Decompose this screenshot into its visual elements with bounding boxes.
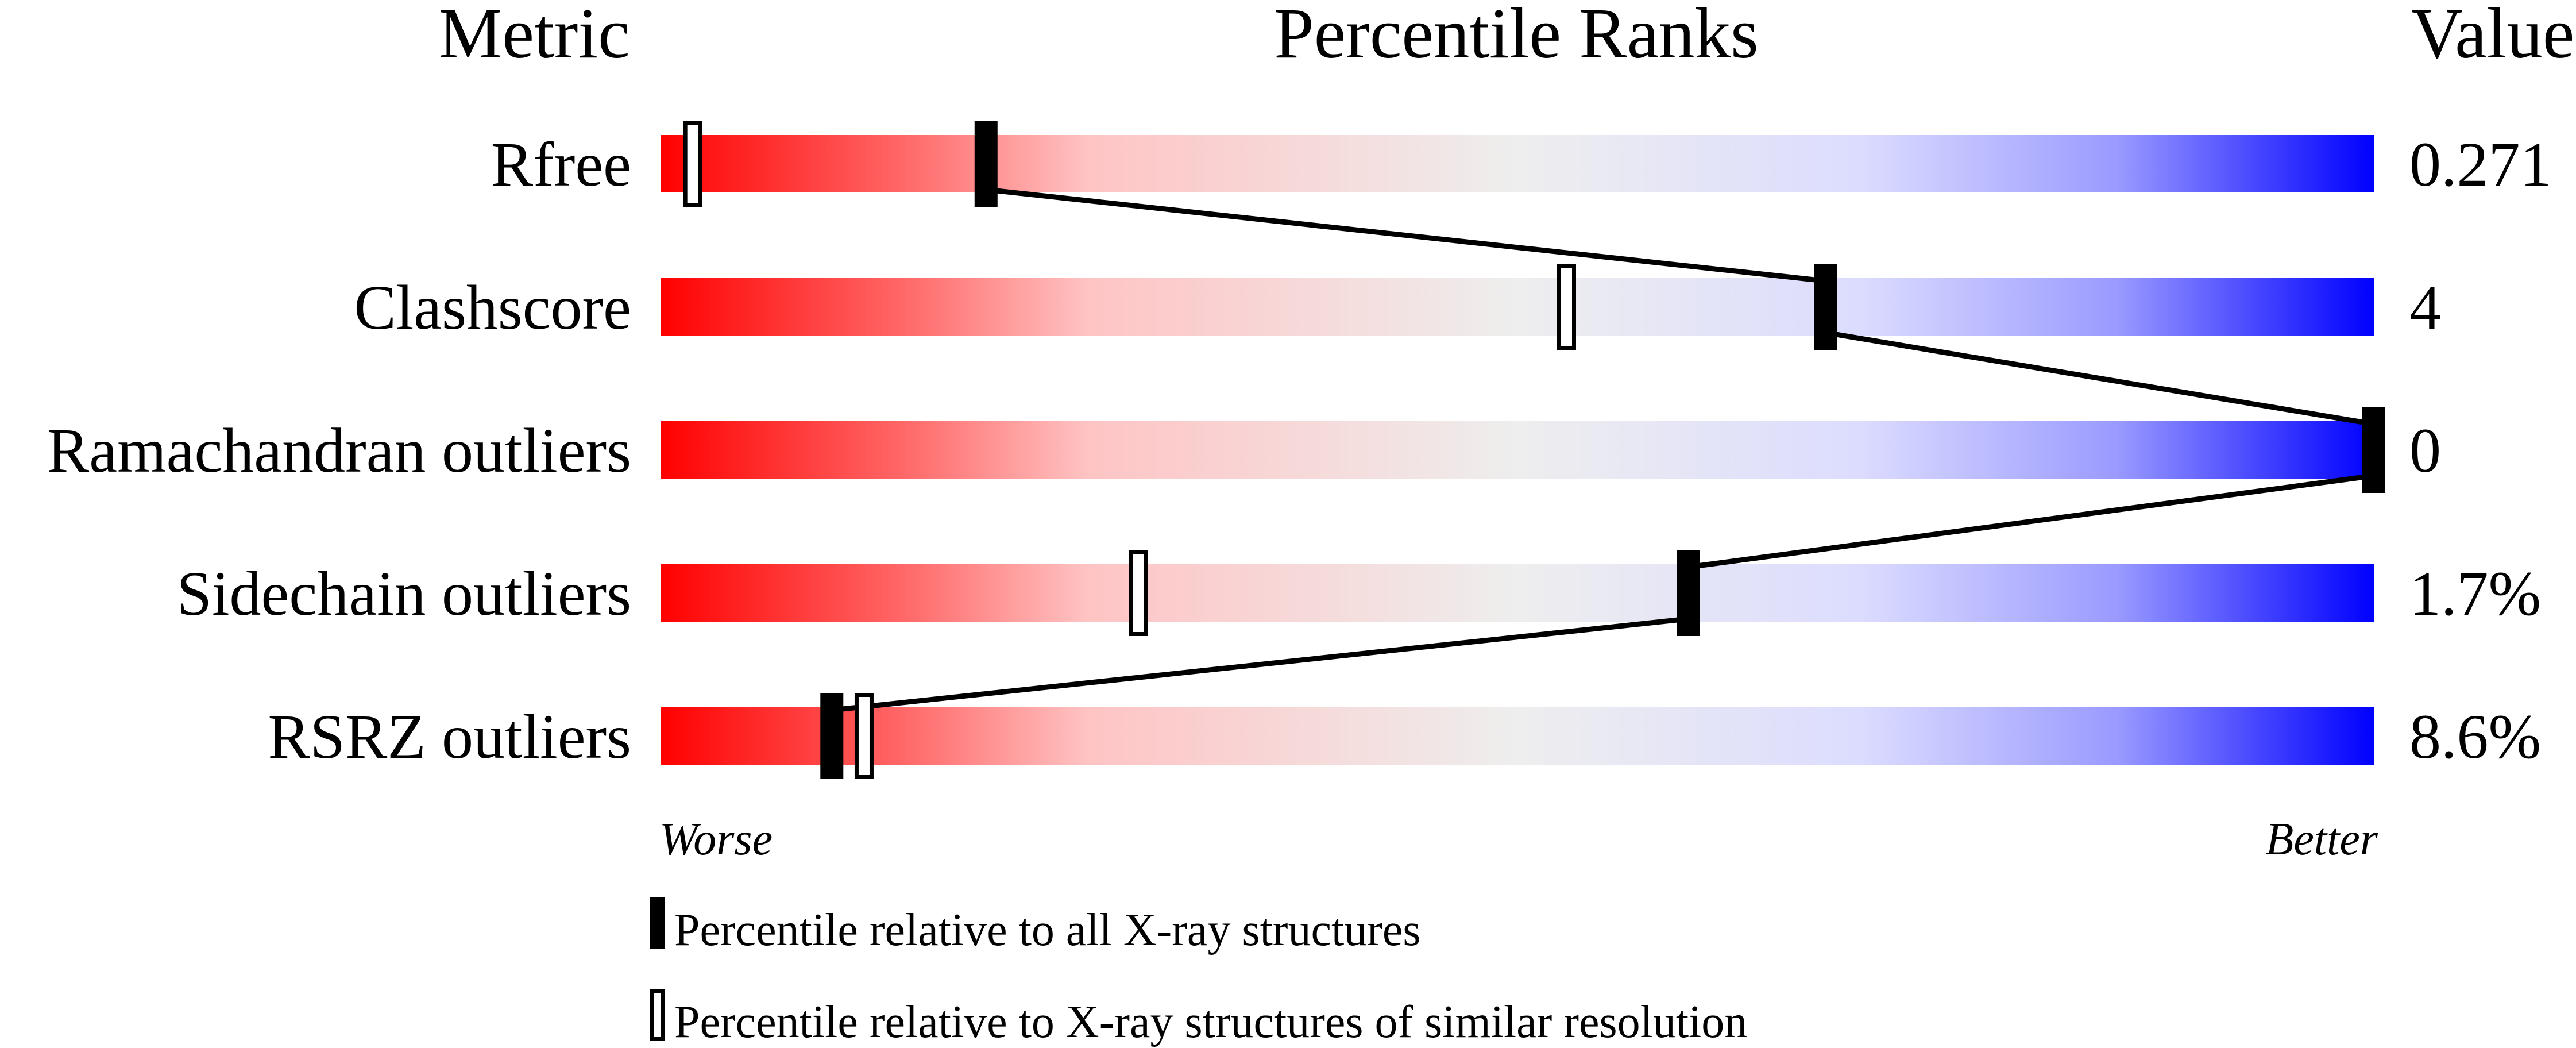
all-structures-marker: [820, 693, 844, 779]
metric-label: RSRZ outliers: [268, 702, 631, 772]
similar-resolution-marker: [1129, 550, 1148, 636]
metric-label: Sidechain outliers: [177, 558, 631, 629]
legend-filled-marker-icon: [650, 897, 665, 949]
metric-label: Clashscore: [354, 272, 631, 342]
metric-value: 0: [2409, 415, 2441, 486]
metric-value: 8.6%: [2409, 702, 2541, 772]
header-value: Value: [2411, 0, 2575, 74]
header-metric: Metric: [438, 0, 629, 74]
legend-similar: Percentile relative to X-ray structures …: [674, 997, 1747, 1047]
similar-resolution-marker: [854, 693, 874, 779]
rows-group: Rfree 0.271 Clashscore 4 Ramachandran outlie…: [47, 129, 2552, 772]
all-structures-marker: [974, 121, 998, 207]
percentile-bar: [661, 564, 2374, 622]
axis-label-better: Better: [2266, 814, 2378, 865]
connector-line: [831, 616, 1689, 713]
similar-resolution-marker: [683, 121, 702, 207]
markers-group: [683, 121, 2385, 779]
metric-label: Ramachandran outliers: [47, 415, 631, 486]
legend-all: Percentile relative to all X-ray structu…: [674, 905, 1420, 955]
metric-value: 4: [2409, 272, 2441, 342]
connector-lines: [831, 187, 2374, 713]
percentile-bar: [661, 421, 2374, 479]
connector-line: [1688, 473, 2374, 570]
connector-line: [1825, 330, 2374, 427]
percentile-bar: [661, 707, 2374, 765]
all-structures-marker: [2362, 407, 2385, 493]
axis-label-worse: Worse: [659, 814, 773, 865]
all-structures-marker: [1814, 264, 1837, 350]
header-percentile-ranks: Percentile Ranks: [1274, 0, 1759, 74]
legend-hollow-marker-icon: [650, 989, 665, 1041]
metric-label: Rfree: [491, 129, 631, 199]
metric-value: 0.271: [2409, 129, 2552, 199]
percentile-bar: [661, 135, 2374, 192]
metric-value: 1.7%: [2409, 558, 2541, 629]
similar-resolution-marker: [1557, 264, 1576, 350]
all-structures-marker: [1677, 550, 1700, 636]
connector-line: [986, 187, 1826, 284]
percentile-bar: [661, 278, 2374, 336]
